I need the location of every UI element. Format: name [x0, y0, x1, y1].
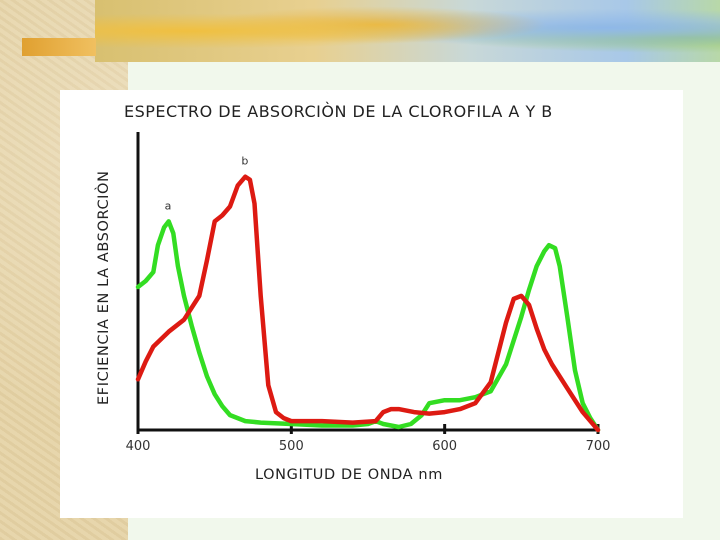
leaf-banner-image	[95, 0, 720, 62]
x-tick-label-400: 400	[126, 439, 151, 454]
x-tick-label-500: 500	[279, 439, 304, 454]
x-axis-label: LONGITUD DE ONDA nm	[255, 467, 443, 483]
banner-accent	[22, 38, 96, 56]
series-label-a: a	[165, 199, 172, 212]
series-line-b	[135, 174, 601, 433]
y-axis-label: EFICIENCIA EN LA ABSORCIÒN	[94, 170, 112, 405]
x-tick-label-600: 600	[432, 439, 457, 454]
series-label-b: b	[241, 155, 248, 168]
chart-panel	[60, 90, 683, 518]
series-line-a	[135, 219, 601, 433]
chart-title: ESPECTRO DE ABSORCIÒN DE LA CLOROFILA A …	[124, 102, 553, 121]
x-tick-label-700: 700	[586, 439, 611, 454]
